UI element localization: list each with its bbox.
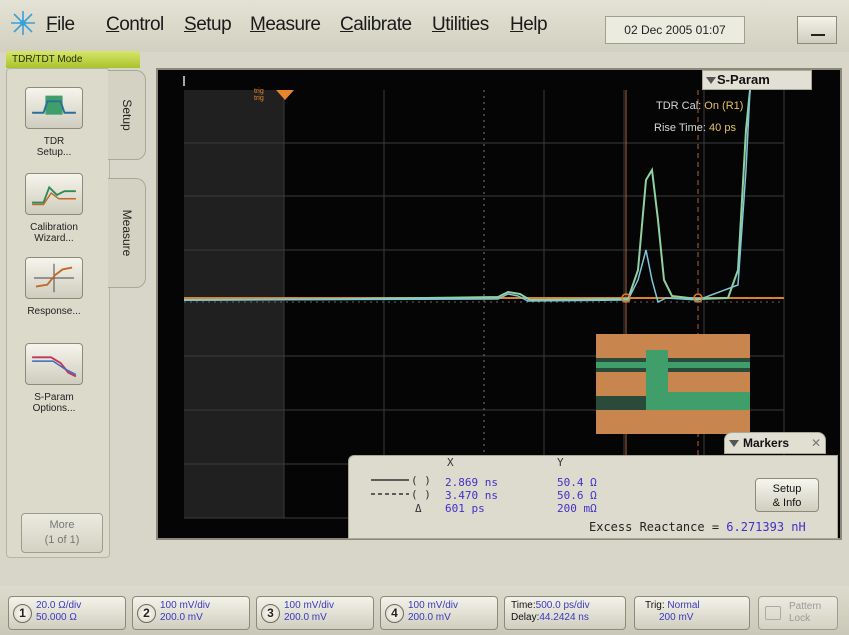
channel-3-scale: 100 mV/div 200.0 mV bbox=[284, 600, 334, 624]
channel-4-offset-line: 200.0 mV bbox=[408, 612, 451, 623]
setup-info-button[interactable]: Setup & Info bbox=[755, 478, 819, 512]
delta-y: 200 mΩ bbox=[557, 502, 597, 515]
response-icon bbox=[25, 257, 83, 299]
excess-reactance-readout: Excess Reactance = 6.271393 nH bbox=[589, 520, 806, 534]
calibration-wizard-button[interactable]: Calibration Wizard... bbox=[21, 173, 87, 244]
menu-measure[interactable]: Measure bbox=[250, 14, 321, 35]
tab-measure[interactable]: Measure bbox=[108, 178, 146, 288]
marker2-y: 50.6 Ω bbox=[557, 489, 597, 502]
trigger-mode: Normal bbox=[667, 600, 700, 611]
channel-4-badge: 4 bbox=[385, 604, 404, 623]
response-button[interactable]: Response... bbox=[21, 257, 87, 317]
tdr-cal-readout: TDR Cal: On (R1) bbox=[656, 100, 743, 112]
marker2-x: 3.470 ns bbox=[445, 489, 498, 502]
menu-bar: File Control Setup Measure Calibrate Uti… bbox=[0, 0, 849, 52]
s-param-options-label: S-Param Options... bbox=[32, 392, 76, 414]
pattern-lock-button[interactable]: Pattern Lock bbox=[758, 596, 838, 630]
more-button[interactable]: More (1 of 1) bbox=[21, 513, 103, 553]
setup-panel: TDR Setup... Calibration Wizard... Respo… bbox=[6, 68, 110, 558]
svg-text:( ): ( ) bbox=[411, 474, 431, 487]
channel-1-scale: 20.0 Ω/div 50.000 Ω bbox=[36, 600, 81, 624]
agilent-logo-icon bbox=[11, 11, 35, 35]
tdr-setup-button[interactable]: TDR Setup... bbox=[21, 87, 87, 158]
delta-symbol: Δ bbox=[415, 502, 422, 515]
tdr-cal-label: TDR Cal: bbox=[656, 100, 702, 112]
s-param-dropdown[interactable]: S-Param bbox=[702, 70, 812, 90]
markers-panel: X Y ( ) ( ) 2.869 ns 50.4 Ω 3.470 ns 50.… bbox=[348, 455, 838, 539]
channel-1-scale-line: 20.0 Ω/div bbox=[36, 600, 82, 611]
excess-reactance-label: Excess Reactance = bbox=[589, 520, 720, 534]
delta-x: 601 ps bbox=[445, 502, 485, 515]
menu-setup[interactable]: Setup bbox=[184, 14, 232, 35]
x-header: X bbox=[447, 456, 454, 469]
tab-setup[interactable]: Setup bbox=[108, 70, 146, 160]
channel-2-offset-line: 200.0 mV bbox=[160, 612, 203, 623]
channel-4-scale-line: 100 mV/div bbox=[408, 600, 459, 611]
markers-tab-label: Markers bbox=[743, 436, 790, 450]
tab-measure-label: Measure bbox=[119, 209, 134, 257]
channel-1-button[interactable]: 1 20.0 Ω/div 50.000 Ω bbox=[8, 596, 126, 630]
channel-3-scale-line: 100 mV/div bbox=[284, 600, 335, 611]
marker-line-icons: ( ) ( ) bbox=[371, 474, 431, 501]
date-time-display: 02 Dec 2005 01:07 bbox=[605, 16, 745, 44]
menu-file[interactable]: File bbox=[46, 14, 75, 35]
channel-2-button[interactable]: 2 100 mV/div 200.0 mV bbox=[132, 596, 250, 630]
marker1-y: 50.4 Ω bbox=[557, 476, 597, 489]
s-param-icon bbox=[25, 343, 83, 385]
mode-tab[interactable]: TDR/TDT Mode bbox=[6, 51, 140, 68]
waveform-graticule bbox=[183, 76, 785, 519]
y-header: Y bbox=[557, 456, 564, 469]
menu-control[interactable]: Control bbox=[106, 14, 164, 35]
lock-icon bbox=[765, 606, 781, 620]
response-label: Response... bbox=[27, 306, 81, 317]
trigger-button[interactable]: Trig: Normal 200 mV bbox=[634, 596, 750, 630]
channel-3-offset-line: 200.0 mV bbox=[284, 612, 327, 623]
tdr-cal-value: On (R1) bbox=[704, 100, 744, 112]
tab-setup-label: Setup bbox=[119, 99, 134, 131]
time-value: 500.0 ps/div bbox=[535, 600, 590, 611]
channel-2-badge: 2 bbox=[137, 604, 156, 623]
markers-tab[interactable]: Markers ✕ bbox=[724, 432, 826, 454]
menu-utilities[interactable]: Utilities bbox=[432, 14, 489, 35]
channel-2-scale: 100 mV/div 200.0 mV bbox=[160, 600, 210, 624]
channel-3-button[interactable]: 3 100 mV/div 200.0 mV bbox=[256, 596, 374, 630]
close-icon[interactable]: ✕ bbox=[810, 436, 821, 450]
tdr-setup-icon bbox=[25, 87, 83, 129]
pattern-lock-label: Pattern Lock bbox=[789, 601, 822, 624]
calibration-wizard-icon bbox=[25, 173, 83, 215]
channel-1-badge: 1 bbox=[13, 604, 32, 623]
channel-4-button[interactable]: 4 100 mV/div 200.0 mV bbox=[380, 596, 498, 630]
svg-text:( ): ( ) bbox=[411, 488, 431, 501]
delay-label: Delay: bbox=[511, 612, 540, 623]
trigger-label: Trig: bbox=[645, 600, 665, 611]
timebase-button[interactable]: Time:500.0 ps/div Delay:44.2424 ns bbox=[504, 596, 626, 630]
menu-calibrate[interactable]: Calibrate bbox=[340, 14, 412, 35]
channel-1-offset-line: 50.000 Ω bbox=[36, 612, 77, 623]
channel-3-badge: 3 bbox=[261, 604, 280, 623]
rise-time-value: 40 ps bbox=[709, 122, 736, 134]
marker1-x: 2.869 ns bbox=[445, 476, 498, 489]
rise-time-readout: Rise Time: 40 ps bbox=[654, 122, 736, 134]
channel-4-scale: 100 mV/div 200.0 mV bbox=[408, 600, 458, 624]
trigger-level: 200 mV bbox=[659, 612, 694, 623]
trigger-marker-label: trig trig bbox=[254, 88, 264, 102]
menu-help[interactable]: Help bbox=[510, 14, 548, 35]
tdr-setup-label: TDR Setup... bbox=[36, 136, 72, 158]
time-label: Time: bbox=[511, 600, 536, 611]
channel-2-scale-line: 100 mV/div bbox=[160, 600, 211, 611]
timebase-readout: Time:500.0 ps/div Delay:44.2424 ns bbox=[511, 600, 590, 624]
trigger-readout: Trig: Normal 200 mV bbox=[645, 600, 700, 624]
minimize-button[interactable] bbox=[797, 16, 837, 44]
status-bar: 1 20.0 Ω/div 50.000 Ω 2 100 mV/div 200.0 m… bbox=[0, 586, 849, 635]
calibration-wizard-label: Calibration Wizard... bbox=[30, 222, 78, 244]
structure-photo-inset bbox=[596, 334, 750, 434]
delay-value: 44.2424 ns bbox=[539, 612, 589, 623]
excess-reactance-value: 6.271393 nH bbox=[726, 520, 806, 534]
rise-time-label: Rise Time: bbox=[654, 122, 706, 134]
s-param-options-button[interactable]: S-Param Options... bbox=[21, 343, 87, 414]
